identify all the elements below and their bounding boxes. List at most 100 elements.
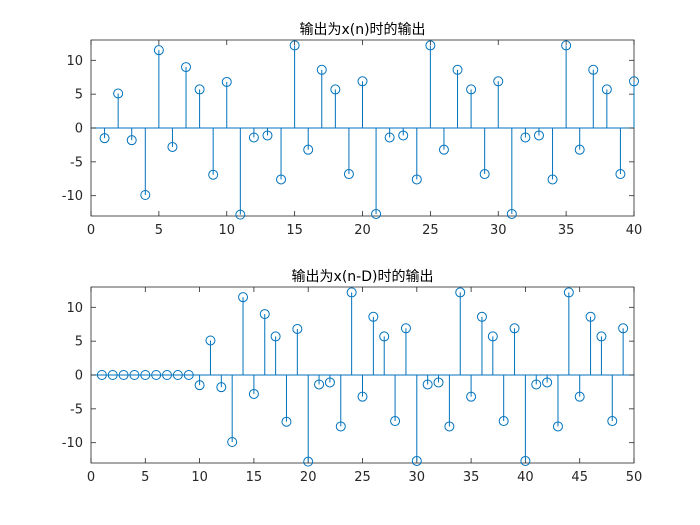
stem-marker xyxy=(140,190,151,201)
stem-marker xyxy=(270,331,281,342)
stem-marker xyxy=(316,64,327,75)
stem-marker xyxy=(444,421,455,432)
stem-marker xyxy=(574,391,585,402)
stem-marker xyxy=(281,416,292,427)
stem-marker xyxy=(303,144,314,155)
stem-marker xyxy=(357,391,368,402)
x-tick-label: 25 xyxy=(422,223,439,238)
y-tick-label: 5 xyxy=(75,88,83,103)
stem-marker xyxy=(194,84,205,95)
y-tick-label: -5 xyxy=(70,402,83,417)
stem-marker xyxy=(466,391,477,402)
stem-plot-top: 0 5 10 15 20 25 30 35 40 -10 -5 0 5 10 输出为x(n)时的输出 xyxy=(62,22,643,238)
stem-marker xyxy=(466,84,477,95)
stem-marker xyxy=(433,377,444,388)
stem-marker xyxy=(547,174,558,185)
y-tick-label: 0 xyxy=(75,369,83,384)
stem-marker xyxy=(629,76,639,87)
stem-marker xyxy=(411,174,422,185)
stem-marker xyxy=(574,144,585,155)
x-tick-label: 5 xyxy=(155,223,163,238)
stem-marker xyxy=(379,331,390,342)
stem-marker xyxy=(235,209,246,220)
stem-marker xyxy=(425,40,436,51)
chart-title: 输出为x(n-D)时的输出 xyxy=(292,269,434,285)
stem-marker xyxy=(107,370,118,380)
x-tick-label: 15 xyxy=(286,223,303,238)
stem-marker xyxy=(479,169,490,180)
stem-marker xyxy=(343,169,354,180)
y-tick-label: -5 xyxy=(70,155,83,170)
stem-marker xyxy=(172,370,183,380)
y-tick-label: 10 xyxy=(66,54,83,69)
stem-marker xyxy=(335,421,346,432)
stem-marker xyxy=(533,130,544,141)
stem-marker xyxy=(289,40,300,51)
stem-marker xyxy=(561,40,572,51)
stem-marker xyxy=(151,370,162,380)
stem-marker xyxy=(452,64,463,75)
stem-marker xyxy=(520,132,531,143)
stem-marker xyxy=(509,323,520,334)
stem-marker xyxy=(588,64,599,75)
stem-marker xyxy=(99,133,110,144)
stem-marker xyxy=(601,84,612,95)
stem-marker xyxy=(400,323,411,334)
stem-marker xyxy=(618,323,629,334)
stem-marker xyxy=(140,370,151,380)
stem-marker xyxy=(183,370,194,380)
stem-marker xyxy=(438,144,449,155)
stem-marker xyxy=(262,130,273,141)
stem-marker xyxy=(181,62,192,73)
stem-marker xyxy=(455,287,466,298)
stem-marker xyxy=(506,208,517,219)
stem-marker xyxy=(498,416,509,427)
x-tick-label: 50 xyxy=(626,470,643,485)
stem-marker xyxy=(585,311,596,322)
stem-marker xyxy=(493,76,504,87)
x-tick-label: 30 xyxy=(409,470,426,485)
y-tick-label: -10 xyxy=(62,189,83,204)
stem-marker xyxy=(259,309,270,320)
x-tick-label: 25 xyxy=(354,470,371,485)
x-tick-label: 0 xyxy=(87,223,95,238)
stem-marker xyxy=(422,379,433,390)
y-tick-label: -10 xyxy=(62,436,83,451)
stem-marker xyxy=(216,382,227,393)
stem-marker xyxy=(162,370,173,380)
stem-marker xyxy=(384,132,395,143)
y-tick-label: 0 xyxy=(75,122,83,137)
stem-marker xyxy=(126,135,137,146)
stem-marker xyxy=(208,169,219,180)
stem-marker xyxy=(398,130,409,141)
stem-marker xyxy=(346,287,357,298)
x-tick-label: 15 xyxy=(246,470,263,485)
stem-marker xyxy=(531,379,542,390)
stem-marker xyxy=(330,84,341,95)
stem-marker xyxy=(153,45,164,56)
stem-marker xyxy=(390,416,401,427)
stem-marker xyxy=(368,311,379,322)
stem-marker xyxy=(607,416,618,427)
stem-marker xyxy=(276,174,287,185)
y-tick-label: 5 xyxy=(75,335,83,350)
stem-marker xyxy=(552,421,563,432)
x-tick-label: 0 xyxy=(87,470,95,485)
stem-marker xyxy=(563,287,574,298)
x-tick-label: 35 xyxy=(558,223,575,238)
stem-plot-bottom: 0 5 10 15 20 25 30 35 40 45 50 -10 -5 0 5 10 输出为x(n-D)时的… xyxy=(62,269,643,485)
stem-marker xyxy=(221,76,232,87)
x-tick-label: 30 xyxy=(490,223,507,238)
stem-marker xyxy=(314,379,325,390)
x-tick-label: 35 xyxy=(463,470,480,485)
stem-marker xyxy=(357,76,368,87)
stem-marker xyxy=(248,132,259,143)
y-tick-label: 10 xyxy=(66,301,83,316)
stem-marker xyxy=(303,456,314,467)
stem-marker xyxy=(292,323,303,334)
chart-title: 输出为x(n)时的输出 xyxy=(299,22,425,38)
x-tick-label: 20 xyxy=(354,223,371,238)
stem-marker xyxy=(596,331,607,342)
stem-marker xyxy=(205,335,216,346)
stem-marker xyxy=(324,377,335,388)
